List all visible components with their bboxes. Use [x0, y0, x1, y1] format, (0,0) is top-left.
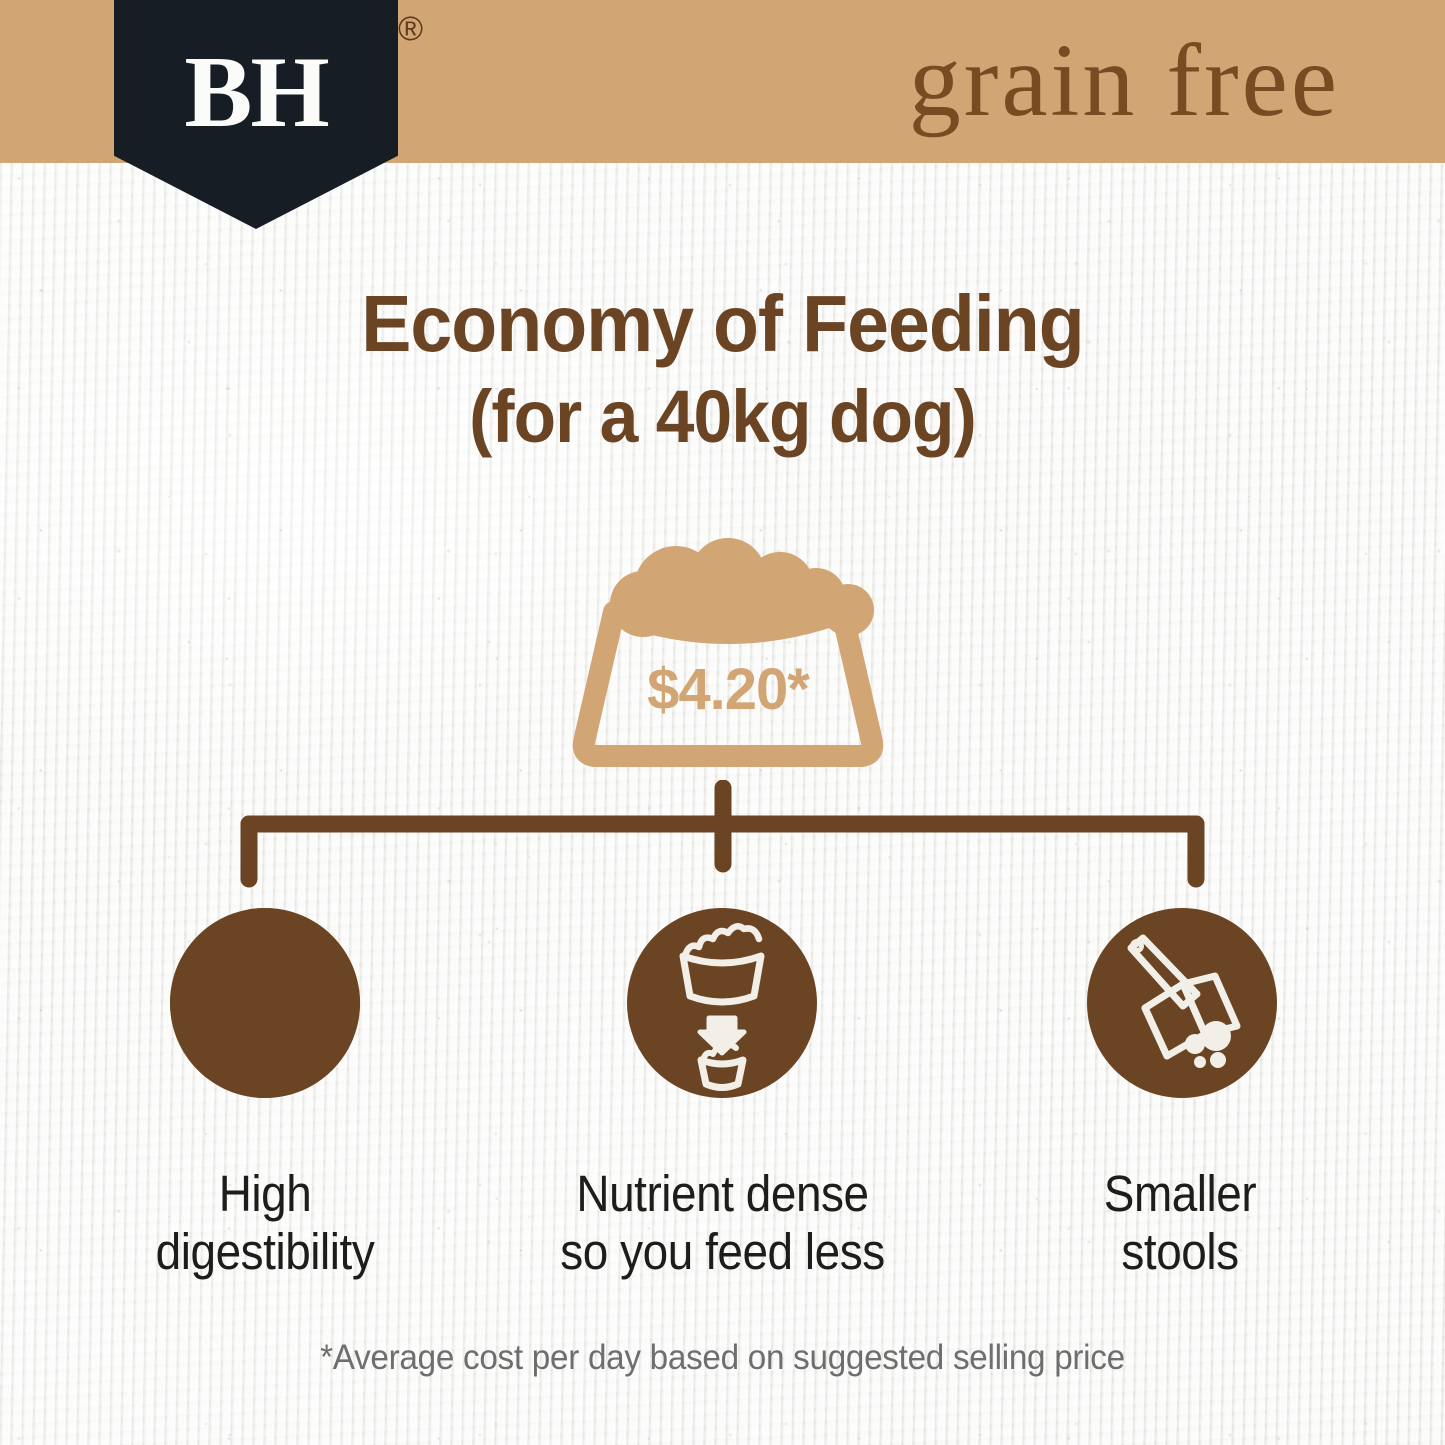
benefit-icon-smaller-stools — [1087, 908, 1277, 1098]
benefit-label-smaller-stools: Smaller stools — [1005, 1165, 1356, 1281]
stomach-heart-icon — [170, 908, 360, 1098]
bowl-arrow-smaller-bowl-icon — [679, 923, 765, 1091]
dog-food-bowl-icon — [572, 538, 884, 767]
benefit-label-line: stools — [1121, 1223, 1239, 1281]
grain-free-tagline: grain free — [908, 23, 1340, 138]
brand-header-band: grain free ® BH — [0, 0, 1445, 229]
cost-per-day-value: $4.20* — [647, 657, 810, 722]
benefit-label-line: High — [218, 1165, 312, 1222]
benefit-label-line: digestibility — [155, 1223, 375, 1281]
cost-bowl-figure: $4.20* — [548, 528, 908, 778]
bh-logo-shield: BH — [114, 0, 398, 229]
footnote-text: *Average cost per day based on suggested… — [320, 1338, 1125, 1377]
benefit-label-line: Nutrient dense — [576, 1165, 869, 1222]
benefit-icon-high-digestibility — [170, 908, 360, 1098]
bh-logo-text: BH — [184, 36, 329, 149]
benefit-label-line: so you feed less — [560, 1223, 885, 1281]
poop-scoop-icon — [1127, 934, 1241, 1068]
page-title: Economy of Feeding — [361, 279, 1085, 368]
benefit-label-high-digestibility: High digestibility — [90, 1165, 441, 1281]
benefit-label-line: Smaller — [1103, 1165, 1257, 1222]
benefit-label-nutrient-dense: Nutrient dense so you feed less — [495, 1165, 950, 1281]
page-title-block: Economy of Feeding (for a 40kg dog) — [0, 283, 1445, 454]
benefit-icon-nutrient-dense — [627, 908, 817, 1098]
page-subtitle: (for a 40kg dog) — [469, 374, 977, 458]
registered-trademark-icon: ® — [398, 10, 424, 48]
connector-bracket — [240, 780, 1205, 888]
